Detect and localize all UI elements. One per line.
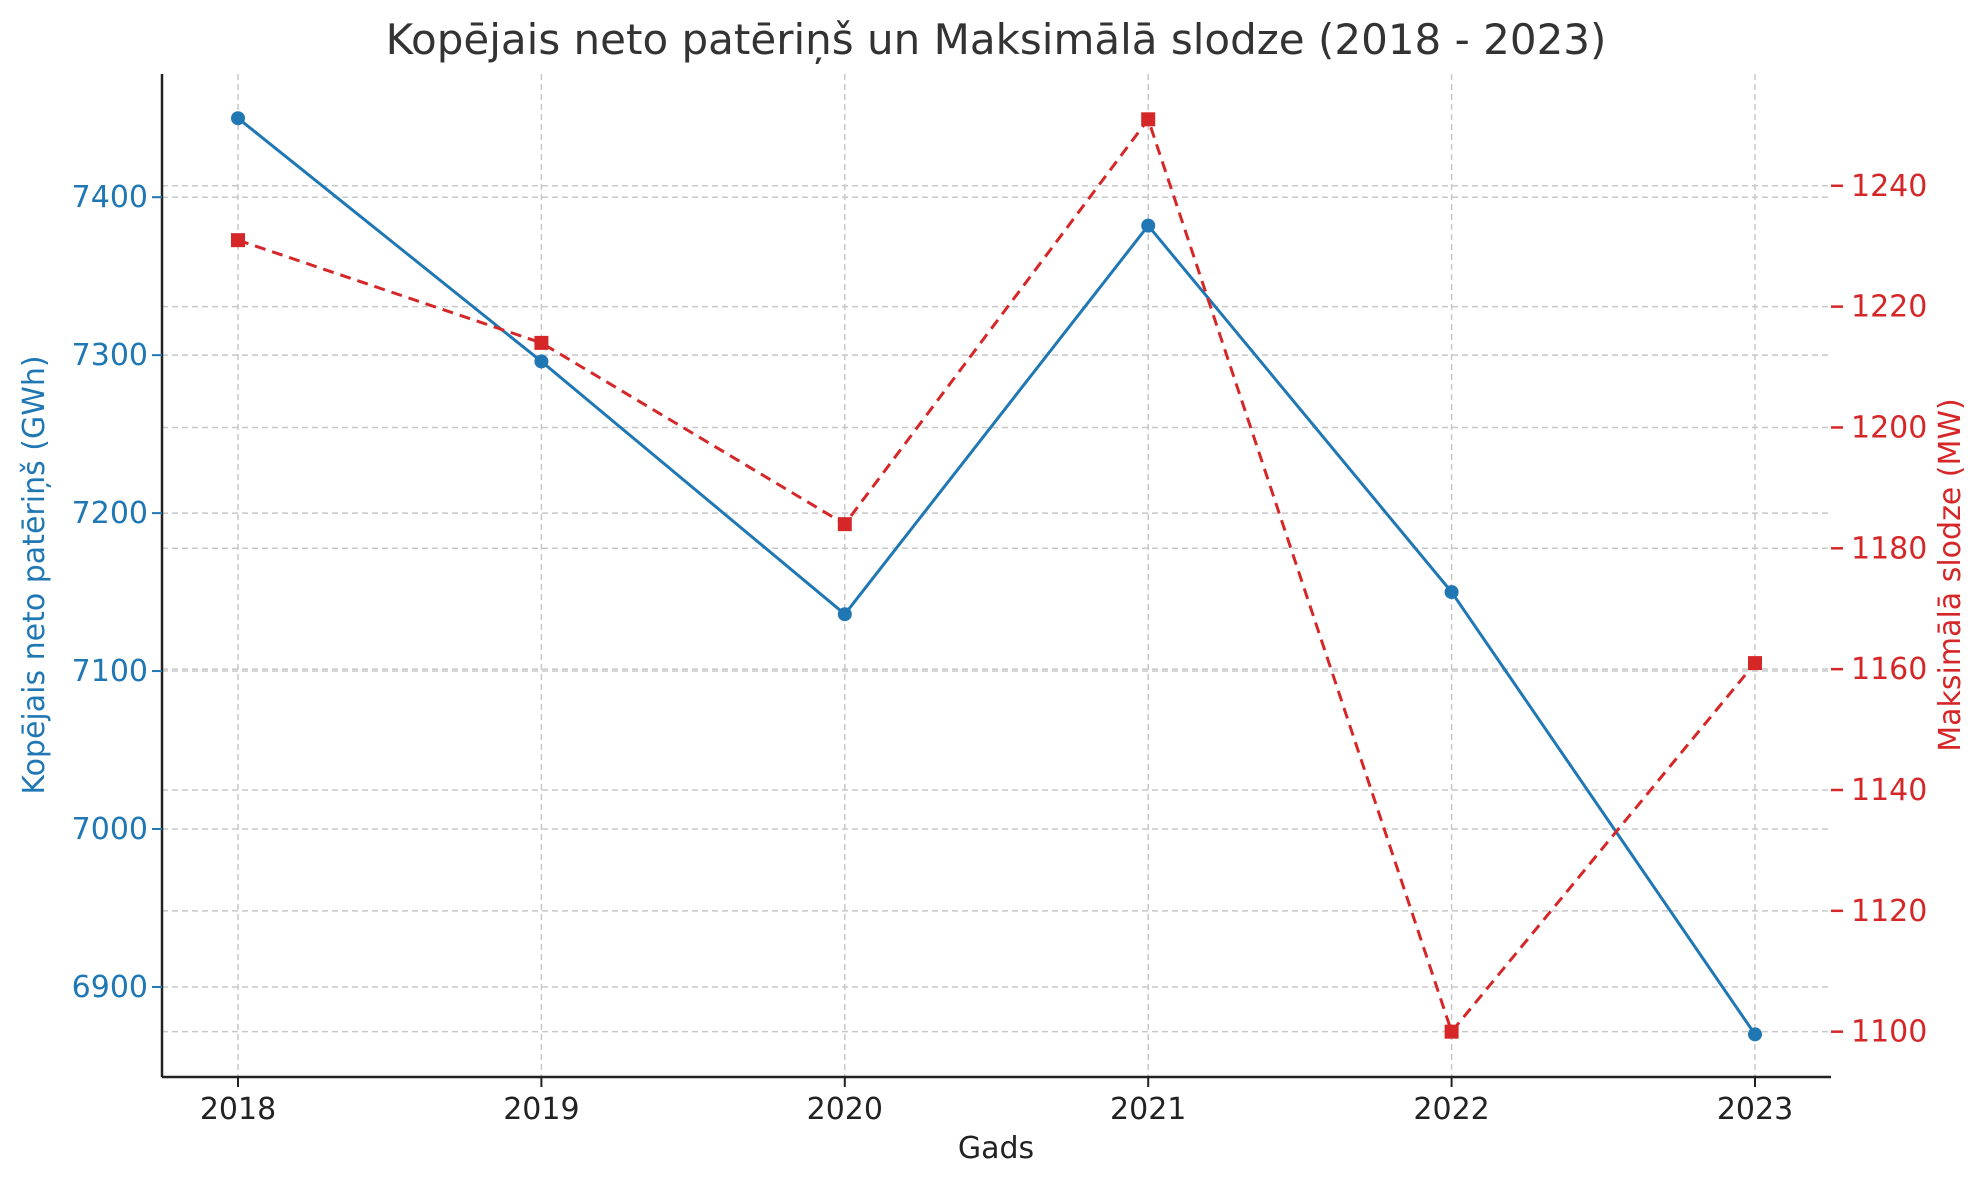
- axes: [152, 74, 1843, 1087]
- data-point-2: [837, 517, 852, 532]
- series-layer: [231, 111, 1762, 1042]
- data-point-2: [231, 233, 245, 248]
- chart-title: Kopējais neto patēriņš un Maksimālā slod…: [386, 15, 1607, 64]
- x-tick-label: 2023: [1717, 1092, 1793, 1127]
- data-point-2: [1748, 656, 1762, 671]
- data-point-2: [1444, 1024, 1459, 1039]
- tick-labels: 2018 2019 2020 2021 2022 2023 6900 7000 7100 7200…: [72, 169, 1928, 1127]
- right-y-axis-label: Maksimālā slodze (MW): [1933, 398, 1968, 752]
- data-point-2: [534, 335, 549, 350]
- data-point-1: [231, 111, 245, 126]
- data-point-1: [1748, 1027, 1762, 1042]
- right-y-tick-label: 1140: [1851, 773, 1927, 808]
- x-axis-label: Gads: [958, 1131, 1034, 1166]
- x-tick-label: 2020: [807, 1092, 883, 1127]
- left-y-tick-label: 7400: [72, 180, 148, 215]
- data-point-1: [1444, 585, 1459, 600]
- right-y-tick-label: 1220: [1851, 290, 1927, 325]
- left-y-tick-label: 7100: [72, 654, 148, 689]
- left-y-tick-label: 6900: [72, 970, 148, 1005]
- left-y-tick-label: 7200: [72, 496, 148, 531]
- data-point-1: [534, 354, 549, 369]
- left-y-axis-label: Kopējais neto patēriņš (GWh): [17, 355, 52, 794]
- series-line-2: [237, 116, 1757, 1035]
- data-point-2: [1141, 112, 1156, 127]
- right-y-tick-label: 1200: [1851, 410, 1927, 445]
- x-tick-label: 2019: [503, 1092, 579, 1127]
- right-y-tick-label: 1120: [1851, 894, 1927, 929]
- data-point-1: [1141, 218, 1156, 233]
- data-point-1: [837, 607, 852, 622]
- right-y-tick-label: 1240: [1851, 169, 1927, 204]
- series-line-1: [237, 117, 1757, 1036]
- left-y-tick-label: 7000: [72, 812, 148, 847]
- right-y-tick-label: 1160: [1851, 652, 1927, 687]
- right-y-tick-label: 1180: [1851, 531, 1927, 566]
- left-y-tick-label: 7300: [72, 338, 148, 373]
- x-tick-label: 2021: [1110, 1092, 1186, 1127]
- grid-lines: [162, 74, 1831, 1077]
- x-tick-label: 2018: [200, 1092, 276, 1127]
- right-y-tick-label: 1100: [1851, 1015, 1927, 1050]
- x-tick-label: 2022: [1413, 1092, 1489, 1127]
